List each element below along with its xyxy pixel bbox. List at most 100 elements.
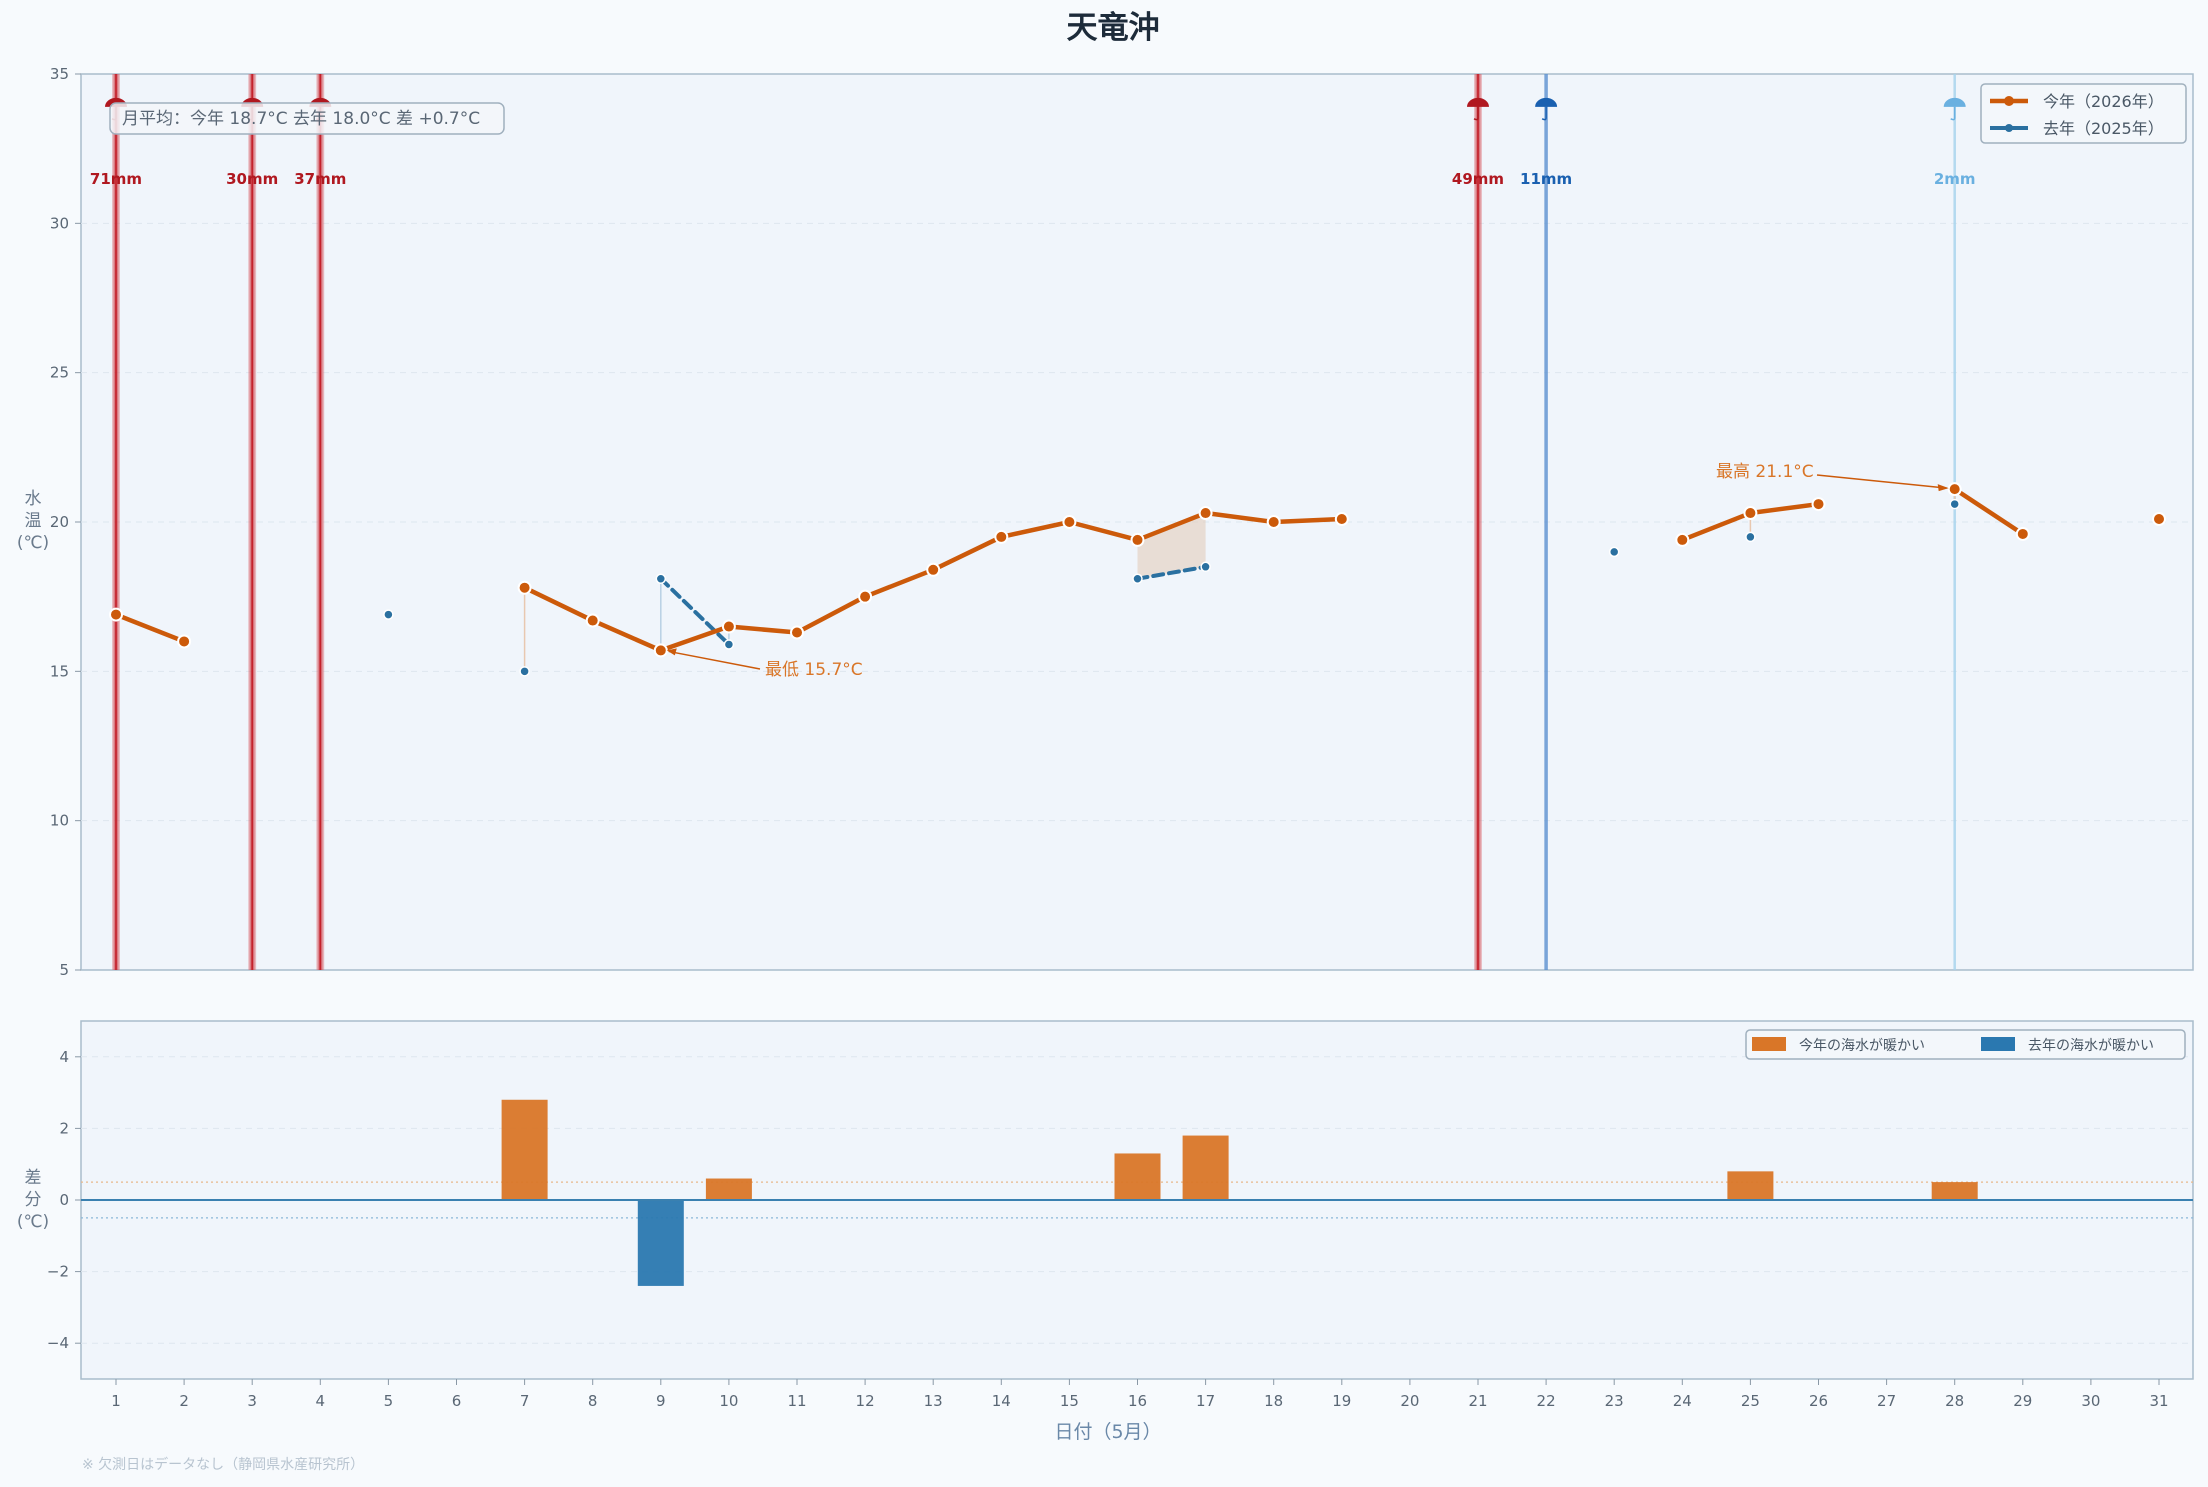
x-tick-label: 2 <box>179 1392 189 1410</box>
arrow-head <box>1937 484 1949 492</box>
y-tick-label: 35 <box>50 65 69 83</box>
this-year-point <box>1198 506 1213 521</box>
this-year-point <box>1947 482 1962 497</box>
y-tick-label: 5 <box>59 961 69 979</box>
x-tick-label: 28 <box>1945 1392 1964 1410</box>
this-year-point <box>109 607 123 622</box>
difference-fill <box>1137 513 1206 579</box>
y-axis-label: 水温(℃) <box>17 489 49 553</box>
legend-label: 今年（2026年） <box>2043 92 2164 111</box>
temperature-panel: 5 10 15 20 25 30 35 水温(℃) 71mm 30mm 37mm 49mm 11mm 2m… <box>17 65 2194 979</box>
x-tick-label: 15 <box>1060 1392 1079 1410</box>
this-year-point <box>177 634 192 649</box>
this-year-point <box>790 625 804 640</box>
last-year-line-segment <box>658 576 731 647</box>
this-year-point <box>1130 532 1145 547</box>
max-annotation: 最高 21.1°C <box>1716 462 1814 482</box>
this-year-line-segment <box>1952 486 2026 537</box>
x-tick-label: 8 <box>588 1392 598 1410</box>
x-tick-label: 7 <box>520 1392 530 1410</box>
x-tick-label: 31 <box>2149 1392 2168 1410</box>
last-year-point <box>1949 498 1960 510</box>
x-tick-label: 21 <box>1468 1392 1487 1410</box>
this-year-point <box>1675 532 1690 547</box>
max-annotation-arrow <box>1816 474 1947 489</box>
last-year-point <box>383 609 394 620</box>
this-year-point <box>1334 512 1349 527</box>
legend: 今年の海水が暖かい 去年の海水が暖かい <box>1745 1029 2186 1060</box>
y-tick-label: 4 <box>59 1048 69 1066</box>
y-tick-label: −4 <box>47 1334 69 1352</box>
difference-bar <box>637 1200 684 1286</box>
legend-marker <box>2004 96 2014 106</box>
x-tick-label: 19 <box>1332 1392 1351 1410</box>
x-tick-label: 13 <box>924 1392 943 1410</box>
legend-label: 去年の海水が暖かい <box>2028 1038 2154 1054</box>
difference-bar <box>1931 1182 1978 1200</box>
legend-box <box>1745 1029 2186 1060</box>
x-tick-label: 20 <box>1400 1392 1419 1410</box>
this-year-point <box>653 643 668 658</box>
difference-bar <box>1182 1135 1229 1200</box>
this-year-line-segment <box>999 519 1072 540</box>
difference-bar <box>705 1178 752 1200</box>
legend-marker <box>2005 124 2013 132</box>
this-year-line-segment <box>522 585 595 623</box>
this-year-point <box>926 562 941 577</box>
rain-amount-label: 71mm <box>90 170 142 188</box>
chart-title: 天竜沖 <box>1067 10 1160 46</box>
x-tick-label: 26 <box>1809 1392 1828 1410</box>
difference-bar <box>1727 1171 1774 1200</box>
this-year-point <box>994 529 1009 544</box>
y-axis-label: 差分(℃) <box>17 1168 49 1232</box>
x-tick-label: 12 <box>856 1392 875 1410</box>
this-year-line-segment <box>862 567 936 599</box>
y-tick-label: 30 <box>50 214 69 232</box>
last-year-point <box>723 639 735 650</box>
y-tick-label: 25 <box>50 364 69 382</box>
this-year-point <box>1062 515 1077 529</box>
x-tick-label: 16 <box>1128 1392 1147 1410</box>
this-year-point <box>1743 506 1758 521</box>
x-tick-label: 23 <box>1605 1392 1624 1410</box>
last-year-point <box>655 573 667 584</box>
footnote: ※ 欠測日はデータなし（静岡県水産研究所） <box>82 1456 364 1473</box>
x-tick-label: 17 <box>1196 1392 1215 1410</box>
y-tick-label: 0 <box>59 1191 69 1209</box>
this-year-point <box>2015 526 2030 541</box>
x-tick-label: 30 <box>2081 1392 2100 1410</box>
x-tick-label: 9 <box>656 1392 666 1410</box>
legend-swatch <box>1981 1037 2015 1051</box>
umbrella-icon <box>1467 97 1489 121</box>
this-year-line-segment <box>1748 501 1821 516</box>
last-year-point <box>519 666 530 677</box>
difference-bar <box>1114 1153 1161 1200</box>
this-year-point <box>1266 515 1281 529</box>
difference-bar <box>501 1099 548 1200</box>
last-year-line-segment <box>1135 564 1208 581</box>
x-tick-label: 29 <box>2013 1392 2032 1410</box>
y-tick-label: −2 <box>47 1263 69 1281</box>
x-tick-label: 1 <box>111 1392 121 1410</box>
last-year-point <box>1745 531 1756 543</box>
this-year-point <box>1811 497 1826 512</box>
this-year-point <box>2152 512 2166 527</box>
this-year-line-segment <box>794 594 868 635</box>
this-year-line-segment <box>1680 510 1753 543</box>
legend-label: 去年（2025年） <box>2043 119 2164 138</box>
last-year-point <box>1608 546 1620 558</box>
x-tick-label: 22 <box>1537 1392 1556 1410</box>
rain-amount-label: 37mm <box>294 170 346 188</box>
x-tick-label: 27 <box>1877 1392 1896 1410</box>
this-year-line-segment <box>113 612 187 644</box>
min-annotation: 最低 15.7°C <box>765 660 863 680</box>
x-axis-label: 日付（5月） <box>1054 1421 1161 1443</box>
last-year-point <box>1200 561 1211 573</box>
x-tick-label: 10 <box>719 1392 738 1410</box>
umbrella-icon <box>1535 97 1558 121</box>
this-year-line-segment <box>1135 510 1208 543</box>
this-year-line-segment <box>1067 519 1140 543</box>
x-tick-label: 6 <box>452 1392 462 1410</box>
min-annotation-arrow <box>668 650 761 670</box>
